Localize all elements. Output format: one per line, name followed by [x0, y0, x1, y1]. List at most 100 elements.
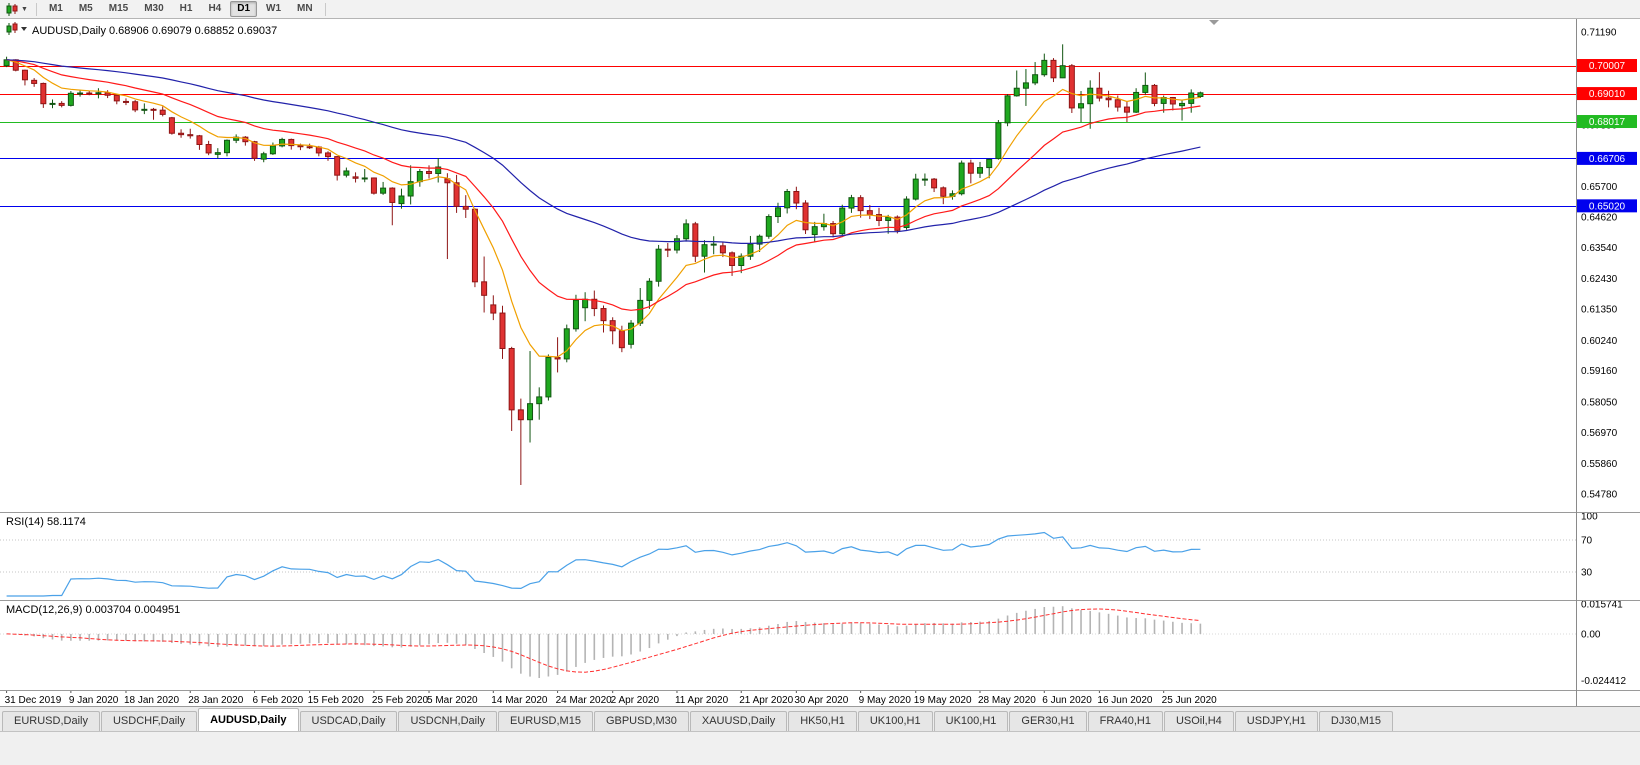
- candle: [536, 387, 543, 420]
- candle: [67, 91, 74, 107]
- svg-text:0.61350: 0.61350: [1581, 305, 1618, 316]
- chart-tab[interactable]: USOil,H4: [1163, 711, 1234, 731]
- chart-tab[interactable]: UK100,H1: [857, 711, 933, 731]
- svg-text:0.69010: 0.69010: [1589, 89, 1626, 100]
- chart-tab[interactable]: HK50,H1: [788, 711, 857, 731]
- candle: [1133, 88, 1140, 113]
- chart-tab[interactable]: GBPUSD,M30: [593, 711, 689, 731]
- candle: [205, 140, 212, 156]
- chart-tab[interactable]: USDCHF,Daily: [100, 711, 198, 731]
- chevron-down-icon: [21, 27, 27, 31]
- svg-text:16 Jun 2020: 16 Jun 2020: [1097, 695, 1152, 706]
- svg-text:0.63540: 0.63540: [1581, 243, 1618, 254]
- candle: [875, 207, 882, 227]
- candle: [719, 241, 726, 258]
- candle: [196, 134, 203, 150]
- chevron-down-icon[interactable]: ▼: [21, 5, 28, 13]
- timeframe-button-h1[interactable]: H1: [179, 3, 193, 14]
- candle: [168, 116, 175, 135]
- candle: [977, 161, 984, 178]
- chart-tab[interactable]: EURUSD,Daily: [2, 711, 100, 731]
- chart-tab[interactable]: USDCNH,Daily: [398, 711, 498, 731]
- svg-text:70: 70: [1581, 536, 1593, 547]
- candle: [159, 106, 166, 117]
- candle: [1179, 100, 1186, 121]
- candle: [995, 120, 1002, 160]
- chart-symbol-icon[interactable]: [6, 22, 27, 35]
- chart-tab[interactable]: GER30,H1: [1009, 711, 1087, 731]
- svg-text:0.58050: 0.58050: [1581, 397, 1618, 408]
- svg-text:0.54780: 0.54780: [1581, 489, 1618, 500]
- svg-text:25 Jun 2020: 25 Jun 2020: [1162, 695, 1217, 706]
- chart-tab[interactable]: FRA40,H1: [1087, 711, 1163, 731]
- candle: [921, 173, 928, 186]
- chart-tab[interactable]: DJ30,M15: [1318, 711, 1394, 731]
- svg-text:28 Jan 2020: 28 Jan 2020: [188, 695, 243, 706]
- candle: [3, 56, 10, 68]
- timeframe-button-d1[interactable]: D1: [230, 1, 258, 17]
- timeframe-button-m30[interactable]: M30: [144, 3, 164, 14]
- chart-tab[interactable]: USDCAD,Daily: [299, 711, 398, 731]
- svg-text:0.00: 0.00: [1581, 629, 1601, 640]
- candle: [352, 172, 359, 183]
- candle: [444, 173, 451, 260]
- svg-text:31 Dec 2019: 31 Dec 2019: [5, 695, 62, 706]
- svg-text:0.68017: 0.68017: [1589, 117, 1626, 128]
- candle: [664, 242, 671, 258]
- timeframe-button-w1[interactable]: W1: [266, 3, 282, 14]
- candle: [31, 78, 38, 87]
- timeframe-button-m15[interactable]: M15: [108, 3, 129, 14]
- timeframe-button-m5[interactable]: M5: [78, 3, 93, 14]
- candle: [1041, 53, 1048, 77]
- macd-label: MACD(12,26,9) 0.003704 0.004951: [6, 604, 180, 616]
- chart-window: 0.711900.700800.690000.678900.668100.657…: [0, 19, 1640, 706]
- candle: [462, 195, 469, 218]
- candle: [793, 186, 800, 210]
- chart-tab[interactable]: UK100,H1: [933, 711, 1009, 731]
- svg-text:14 Mar 2020: 14 Mar 2020: [491, 695, 548, 706]
- candle: [389, 187, 396, 226]
- candle: [453, 174, 460, 213]
- macd-signal-line: [6, 608, 1201, 673]
- candle: [784, 188, 791, 214]
- svg-text:18 Jan 2020: 18 Jan 2020: [124, 695, 179, 706]
- svg-text:11 Apr 2020: 11 Apr 2020: [675, 695, 729, 706]
- price-level-badge: 0.69010: [1577, 87, 1637, 101]
- chart-plot-area[interactable]: [0, 19, 1576, 690]
- candle: [1197, 91, 1204, 99]
- svg-text:21 Apr 2020: 21 Apr 2020: [739, 695, 793, 706]
- timeframe-button-m1[interactable]: M1: [48, 3, 63, 14]
- svg-text:19 May 2020: 19 May 2020: [914, 695, 972, 706]
- svg-text:0.70007: 0.70007: [1589, 61, 1626, 72]
- candle: [673, 235, 680, 254]
- price-axis: [1576, 19, 1640, 706]
- candle: [931, 177, 938, 193]
- candle: [830, 221, 837, 238]
- candle: [306, 143, 313, 150]
- chart-tab[interactable]: AUDUSD,Daily: [198, 708, 299, 731]
- timeframe-button-mn[interactable]: MN: [297, 3, 313, 14]
- svg-text:30: 30: [1581, 568, 1593, 579]
- rsi-line: [6, 531, 1201, 597]
- candle: [141, 103, 148, 115]
- chart-type-candlestick-icon[interactable]: [4, 2, 20, 17]
- candle: [1004, 94, 1011, 127]
- candle: [848, 194, 855, 213]
- chart-tab[interactable]: EURUSD,M15: [498, 711, 593, 731]
- candle: [857, 195, 864, 218]
- toolbar-separator: [35, 2, 37, 16]
- candle: [251, 140, 258, 161]
- chart-tab[interactable]: XAUUSD,Daily: [689, 711, 788, 731]
- chart-tab[interactable]: USDJPY,H1: [1234, 711, 1318, 731]
- candle: [1105, 90, 1112, 108]
- chart-title: AUDUSD,Daily 0.68906 0.69079 0.68852 0.6…: [32, 25, 277, 37]
- candle: [1087, 80, 1094, 129]
- chart-shift-marker[interactable]: [1209, 20, 1219, 25]
- candle: [508, 346, 515, 431]
- timeframe-button-h4[interactable]: H4: [208, 3, 222, 14]
- candle: [774, 202, 781, 224]
- svg-text:0.66706: 0.66706: [1589, 154, 1626, 165]
- candle: [499, 305, 506, 359]
- candle: [600, 305, 607, 333]
